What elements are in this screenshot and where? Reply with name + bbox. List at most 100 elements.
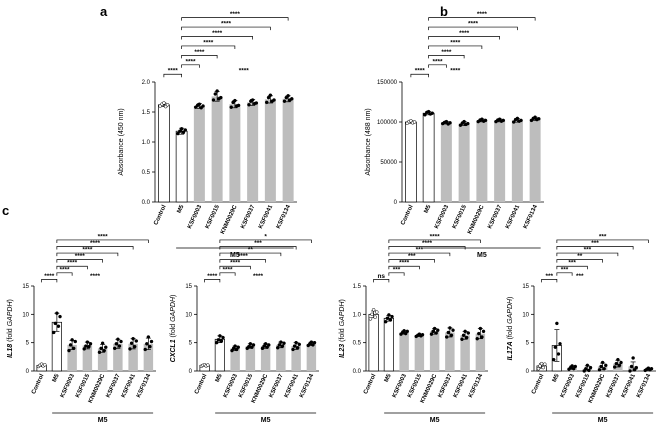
significance-bracket: [219, 239, 312, 243]
y-axis-label: IL18 (fold GAPDH): [7, 299, 14, 358]
category-label: KNM0029C: [220, 204, 239, 236]
data-point: [466, 121, 470, 126]
y-tick-label: 0.0: [142, 200, 151, 206]
data-point: [436, 328, 440, 332]
data-point: [53, 321, 58, 326]
significance-bracket: [556, 246, 634, 250]
data-point: [480, 335, 484, 339]
y-tick-label: 0: [189, 369, 193, 375]
data-point: [616, 357, 620, 362]
data-point: [405, 329, 410, 334]
significance-label: ****: [90, 240, 101, 247]
data-point: [541, 365, 545, 370]
data-point: [297, 342, 302, 347]
category-label: KSF0134: [276, 204, 292, 230]
data-point: [383, 319, 388, 324]
data-point: [371, 308, 376, 312]
data-point: [267, 343, 271, 347]
data-point: [99, 346, 103, 351]
bar: [460, 335, 470, 371]
significance-label: ****: [432, 58, 443, 65]
data-point: [215, 89, 219, 93]
y-tick-label: 150000: [377, 80, 398, 86]
chart-b: 0 50000 100000 150000 Absorbance (488 nm) Con…: [365, 11, 544, 259]
bar: [97, 348, 108, 371]
y-label-ref: GAPDH: [507, 298, 514, 324]
data-point: [477, 331, 481, 336]
category-label: KNM0029C: [588, 373, 607, 405]
data-point: [631, 356, 635, 360]
data-point: [277, 343, 282, 347]
significance-label: ****: [59, 266, 70, 273]
bar: [158, 104, 170, 203]
data-point: [219, 339, 224, 343]
significance-label: ***: [591, 240, 599, 247]
data-point: [617, 363, 622, 368]
data-point: [390, 314, 394, 319]
significance-bracket: [181, 26, 271, 31]
data-point: [420, 332, 425, 337]
significance-label: ***: [584, 247, 592, 254]
y-label-gene: CXCL1: [170, 339, 177, 362]
y-tick-label: 1.5: [142, 110, 151, 116]
category-label: KSF0003: [223, 373, 239, 399]
category-label: Control: [194, 373, 209, 395]
data-point: [290, 97, 294, 101]
data-point: [263, 342, 268, 346]
significance-label: ****: [75, 253, 86, 260]
data-point: [87, 344, 91, 349]
bar: [193, 106, 205, 202]
data-point: [478, 326, 483, 331]
category-label: KSF0037: [487, 204, 503, 230]
category-label: KSF0015: [75, 373, 91, 399]
significance-label: ****: [399, 260, 410, 267]
bar: [282, 98, 294, 202]
y-label-suffix: ): [339, 299, 346, 301]
data-point: [254, 101, 259, 105]
chart-a: 0.0 0.5 1.0 1.5 2.0 Absorbance (450 nm) Contro…: [118, 11, 297, 259]
data-point: [373, 315, 377, 319]
data-point: [387, 313, 391, 317]
category-label: Control: [531, 373, 546, 395]
data-point: [584, 366, 588, 371]
significance-label: ****: [222, 266, 233, 273]
significance-bracket: [163, 73, 182, 78]
data-point: [309, 340, 314, 344]
significance-label: ****: [450, 39, 461, 46]
category-label: KSF0003: [187, 204, 203, 230]
data-point: [129, 341, 134, 345]
significance-bracket: [219, 252, 282, 257]
category-label: KSF0041: [121, 373, 137, 399]
y-tick-label: 1.0: [142, 140, 151, 146]
data-point: [555, 321, 559, 326]
bar: [494, 120, 506, 202]
data-point: [536, 366, 541, 371]
y-tick-label: 15: [22, 284, 29, 290]
significance-label: ns: [377, 273, 385, 280]
data-point: [519, 118, 523, 123]
data-point: [426, 109, 431, 114]
data-point: [511, 120, 516, 124]
bar: [67, 344, 77, 371]
significance-label: *: [264, 233, 267, 240]
significance-bracket: [219, 246, 297, 250]
y-axis-label: Absorbance (488 nm): [365, 108, 372, 175]
data-point: [67, 348, 71, 353]
category-label: Control: [363, 373, 378, 395]
data-point: [553, 345, 558, 349]
data-point: [97, 350, 102, 355]
data-point: [294, 340, 298, 345]
data-point: [73, 339, 78, 344]
data-point: [216, 338, 221, 342]
significance-bracket: [373, 279, 390, 283]
bar: [291, 346, 301, 371]
category-label: M5: [52, 373, 61, 384]
bar: [260, 346, 271, 371]
significance-label: ***: [568, 260, 576, 267]
data-point: [501, 118, 506, 123]
significance-label: ****: [415, 68, 426, 75]
y-axis-label: IL17A (fold GAPDH): [507, 297, 514, 361]
bar: [247, 102, 259, 202]
category-label: KSF0037: [606, 373, 622, 399]
